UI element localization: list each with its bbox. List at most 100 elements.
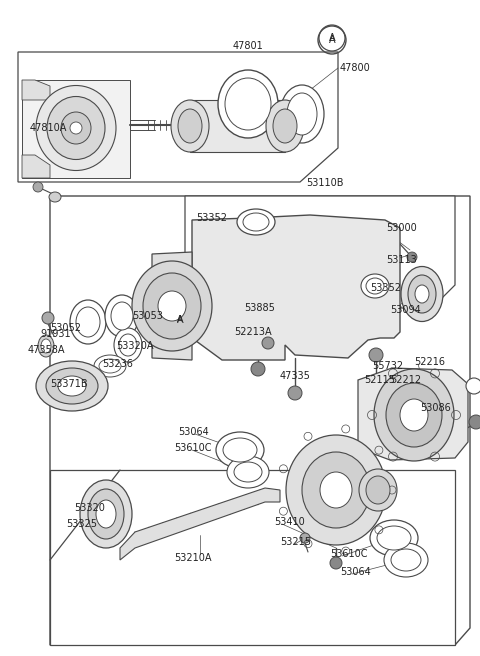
Circle shape <box>469 415 480 429</box>
Ellipse shape <box>366 476 390 504</box>
Text: 53215: 53215 <box>280 537 311 547</box>
Text: 52216: 52216 <box>414 357 445 367</box>
Ellipse shape <box>36 85 116 171</box>
Ellipse shape <box>132 261 212 351</box>
Text: 53052: 53052 <box>50 323 81 333</box>
Polygon shape <box>22 80 50 100</box>
Ellipse shape <box>237 209 275 235</box>
Ellipse shape <box>58 376 86 396</box>
Ellipse shape <box>178 109 202 143</box>
Text: 53410: 53410 <box>274 517 305 527</box>
Text: 47810A: 47810A <box>30 123 67 133</box>
Text: 53236: 53236 <box>102 359 133 369</box>
Text: 53610C: 53610C <box>174 443 212 453</box>
Ellipse shape <box>374 369 454 461</box>
Text: 47335: 47335 <box>280 371 311 381</box>
Ellipse shape <box>366 278 384 294</box>
Text: 55732: 55732 <box>372 361 403 371</box>
Text: 53064: 53064 <box>178 427 209 437</box>
Ellipse shape <box>408 275 436 313</box>
Ellipse shape <box>320 472 352 508</box>
Text: 53113: 53113 <box>386 255 417 265</box>
Text: 53064: 53064 <box>340 567 371 577</box>
Ellipse shape <box>171 100 209 152</box>
Polygon shape <box>18 52 338 182</box>
Circle shape <box>262 337 274 349</box>
Ellipse shape <box>280 85 324 143</box>
Ellipse shape <box>88 489 124 539</box>
Ellipse shape <box>38 335 54 357</box>
Ellipse shape <box>49 192 61 202</box>
Polygon shape <box>22 155 50 178</box>
Ellipse shape <box>391 549 421 571</box>
Text: 53320: 53320 <box>74 503 105 513</box>
Text: 53094: 53094 <box>390 305 421 315</box>
Ellipse shape <box>80 480 132 548</box>
Circle shape <box>300 533 310 543</box>
Ellipse shape <box>227 456 269 488</box>
Ellipse shape <box>41 339 51 353</box>
Text: 53320A: 53320A <box>116 341 154 351</box>
Bar <box>190 100 285 152</box>
Polygon shape <box>50 470 455 645</box>
Ellipse shape <box>377 526 411 550</box>
Ellipse shape <box>225 78 271 130</box>
Ellipse shape <box>36 361 108 411</box>
Ellipse shape <box>111 302 133 330</box>
Ellipse shape <box>359 469 397 511</box>
Text: 52212: 52212 <box>390 375 421 385</box>
Text: A: A <box>329 33 336 43</box>
Ellipse shape <box>361 274 389 298</box>
Text: 53053: 53053 <box>132 311 163 321</box>
Ellipse shape <box>70 122 82 134</box>
Ellipse shape <box>158 291 186 321</box>
Ellipse shape <box>143 273 201 339</box>
Circle shape <box>330 557 342 569</box>
Ellipse shape <box>302 452 370 528</box>
Circle shape <box>369 348 383 362</box>
Text: A: A <box>177 315 183 325</box>
Circle shape <box>42 312 54 324</box>
Ellipse shape <box>286 435 386 545</box>
Text: A: A <box>177 316 183 325</box>
Text: A: A <box>329 35 336 45</box>
Text: 53086: 53086 <box>420 403 451 413</box>
Polygon shape <box>358 368 468 460</box>
Text: 47800: 47800 <box>340 63 371 73</box>
Circle shape <box>33 182 43 192</box>
Ellipse shape <box>61 112 91 144</box>
Ellipse shape <box>114 328 142 362</box>
Text: 53110B: 53110B <box>306 178 344 188</box>
Text: 53371B: 53371B <box>50 379 88 389</box>
Text: 53352: 53352 <box>196 213 227 223</box>
Text: 53210A: 53210A <box>174 553 212 563</box>
Text: 53885: 53885 <box>244 303 275 313</box>
Ellipse shape <box>94 355 126 377</box>
Ellipse shape <box>99 359 121 373</box>
Text: 53325: 53325 <box>66 519 97 529</box>
Text: 53610C: 53610C <box>330 549 368 559</box>
Text: 47801: 47801 <box>233 41 264 51</box>
Ellipse shape <box>243 213 269 231</box>
Ellipse shape <box>400 399 428 431</box>
Circle shape <box>288 386 302 400</box>
Ellipse shape <box>273 109 297 143</box>
Polygon shape <box>120 488 280 560</box>
Ellipse shape <box>223 438 257 462</box>
Ellipse shape <box>105 295 139 337</box>
Polygon shape <box>185 196 455 308</box>
Ellipse shape <box>46 368 98 404</box>
Text: 52213A: 52213A <box>234 327 272 337</box>
Text: 91931: 91931 <box>40 329 71 339</box>
Ellipse shape <box>401 266 443 321</box>
Polygon shape <box>192 215 400 360</box>
Ellipse shape <box>70 300 106 344</box>
Ellipse shape <box>76 307 100 337</box>
Text: 53000: 53000 <box>386 223 417 233</box>
Ellipse shape <box>216 432 264 468</box>
Circle shape <box>466 378 480 394</box>
Text: 52115: 52115 <box>364 375 395 385</box>
Ellipse shape <box>370 520 418 556</box>
Ellipse shape <box>287 93 317 135</box>
Ellipse shape <box>96 500 116 528</box>
